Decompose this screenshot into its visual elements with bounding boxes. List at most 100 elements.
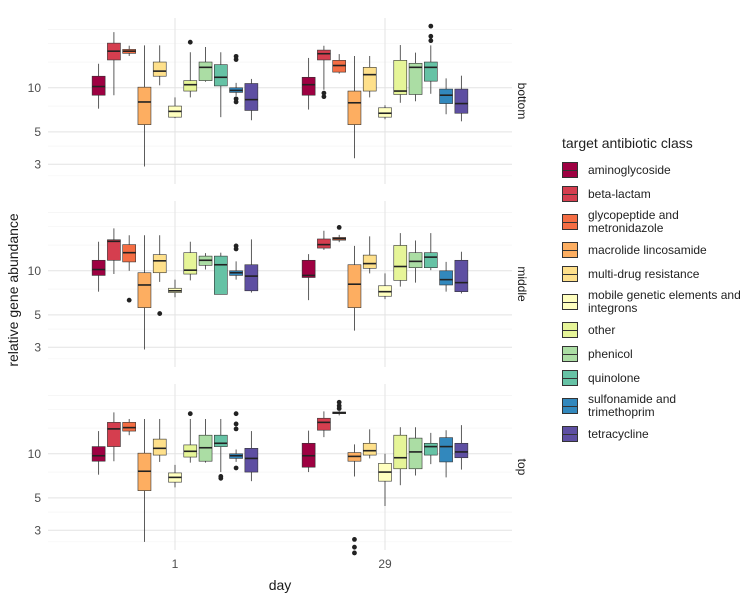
outlier-point — [233, 53, 239, 59]
box — [439, 437, 453, 463]
legend-swatch — [562, 242, 578, 258]
box — [183, 252, 198, 275]
legend-label: sulfonamide and trimethoprim — [588, 392, 677, 419]
legend-label: mobile genetic elements and integrons — [588, 288, 741, 315]
outlier-point — [321, 90, 327, 96]
legend: target antibiotic class aminoglycoside be… — [562, 135, 742, 447]
legend-label: beta-lactam — [588, 186, 651, 201]
legend-item: tetracycline — [562, 423, 742, 445]
box — [362, 442, 377, 456]
x-tick-label: 1 — [172, 557, 179, 571]
box — [137, 86, 152, 125]
facet-strip-label: bottom — [515, 83, 529, 120]
box — [152, 61, 167, 77]
legend-swatch — [562, 322, 578, 338]
legend-title: target antibiotic class — [562, 135, 693, 151]
outlier-point — [233, 426, 239, 432]
legend-label: tetracycline — [588, 426, 649, 441]
legend-items: aminoglycoside beta-lactam glycopeptide an… — [562, 159, 742, 445]
legend-label: glycopeptide and metronidazole — [588, 208, 679, 235]
y-axis-label: relative gene abundance — [5, 213, 21, 367]
outlier-point — [233, 465, 239, 471]
x-axis-label: day — [269, 577, 292, 593]
box — [317, 238, 331, 249]
box — [244, 83, 259, 111]
outlier-point — [233, 243, 239, 249]
y-tick-label: 5 — [34, 491, 41, 505]
box — [152, 438, 167, 456]
box — [393, 245, 408, 281]
y-tick-label: 5 — [34, 308, 41, 322]
box — [317, 49, 331, 61]
legend-item: beta-lactam — [562, 183, 742, 205]
box — [408, 437, 423, 470]
box — [122, 422, 136, 432]
y-tick-label: 3 — [34, 157, 41, 171]
legend-swatch — [562, 186, 578, 202]
legend-label: aminoglycoside — [588, 162, 671, 177]
legend-item: glycopeptide and metronidazole — [562, 207, 742, 237]
legend-item: phenicol — [562, 343, 742, 365]
legend-swatch — [562, 398, 578, 414]
x-tick-label: 29 — [378, 557, 392, 571]
outlier-point — [233, 421, 239, 427]
box — [198, 61, 213, 81]
facet-strip-label: top — [515, 459, 529, 476]
box — [301, 76, 316, 96]
box — [393, 60, 408, 95]
box — [408, 252, 423, 269]
outlier-point — [428, 38, 434, 44]
box — [301, 259, 316, 278]
box — [317, 417, 331, 431]
box — [454, 88, 469, 114]
legend-item: macrolide lincosamide — [562, 239, 742, 261]
outlier-point — [428, 33, 434, 39]
box — [424, 61, 438, 82]
box — [454, 259, 469, 292]
outlier-point — [187, 39, 193, 45]
legend-item: aminoglycoside — [562, 159, 742, 181]
y-tick-label: 10 — [28, 264, 42, 278]
box — [347, 90, 362, 125]
box — [91, 446, 106, 462]
box — [439, 270, 453, 286]
legend-item: other — [562, 319, 742, 341]
box — [183, 80, 198, 92]
box — [393, 434, 408, 470]
box — [137, 272, 152, 308]
outlier-point — [352, 550, 357, 556]
legend-swatch — [562, 266, 578, 282]
outlier-point — [352, 544, 357, 550]
y-tick-label: 5 — [34, 125, 41, 139]
box — [439, 88, 453, 104]
legend-swatch — [562, 346, 578, 362]
box — [408, 63, 423, 95]
box — [214, 434, 228, 447]
y-tick-label: 3 — [34, 340, 41, 354]
outlier-point — [336, 399, 342, 405]
outlier-point — [126, 297, 132, 303]
legend-swatch — [562, 426, 578, 442]
legend-swatch — [562, 370, 578, 386]
legend-item: mobile genetic elements and integrons — [562, 287, 742, 317]
box — [214, 64, 228, 87]
y-tick-label: 10 — [28, 447, 42, 461]
outlier-point — [157, 311, 163, 316]
box — [107, 239, 121, 261]
box — [362, 67, 377, 92]
box — [91, 259, 106, 276]
box — [244, 448, 259, 473]
box — [347, 264, 362, 308]
legend-swatch — [562, 214, 578, 230]
box — [424, 252, 438, 269]
legend-label: phenicol — [588, 346, 633, 361]
outlier-point — [321, 94, 327, 100]
y-tick-label: 3 — [34, 523, 41, 537]
outlier-point — [233, 96, 239, 102]
outlier-point — [187, 411, 193, 417]
outlier-point — [218, 474, 224, 479]
legend-label: quinolone — [588, 370, 641, 385]
facet-strip-label: middle — [515, 266, 529, 302]
legend-item: quinolone — [562, 367, 742, 389]
